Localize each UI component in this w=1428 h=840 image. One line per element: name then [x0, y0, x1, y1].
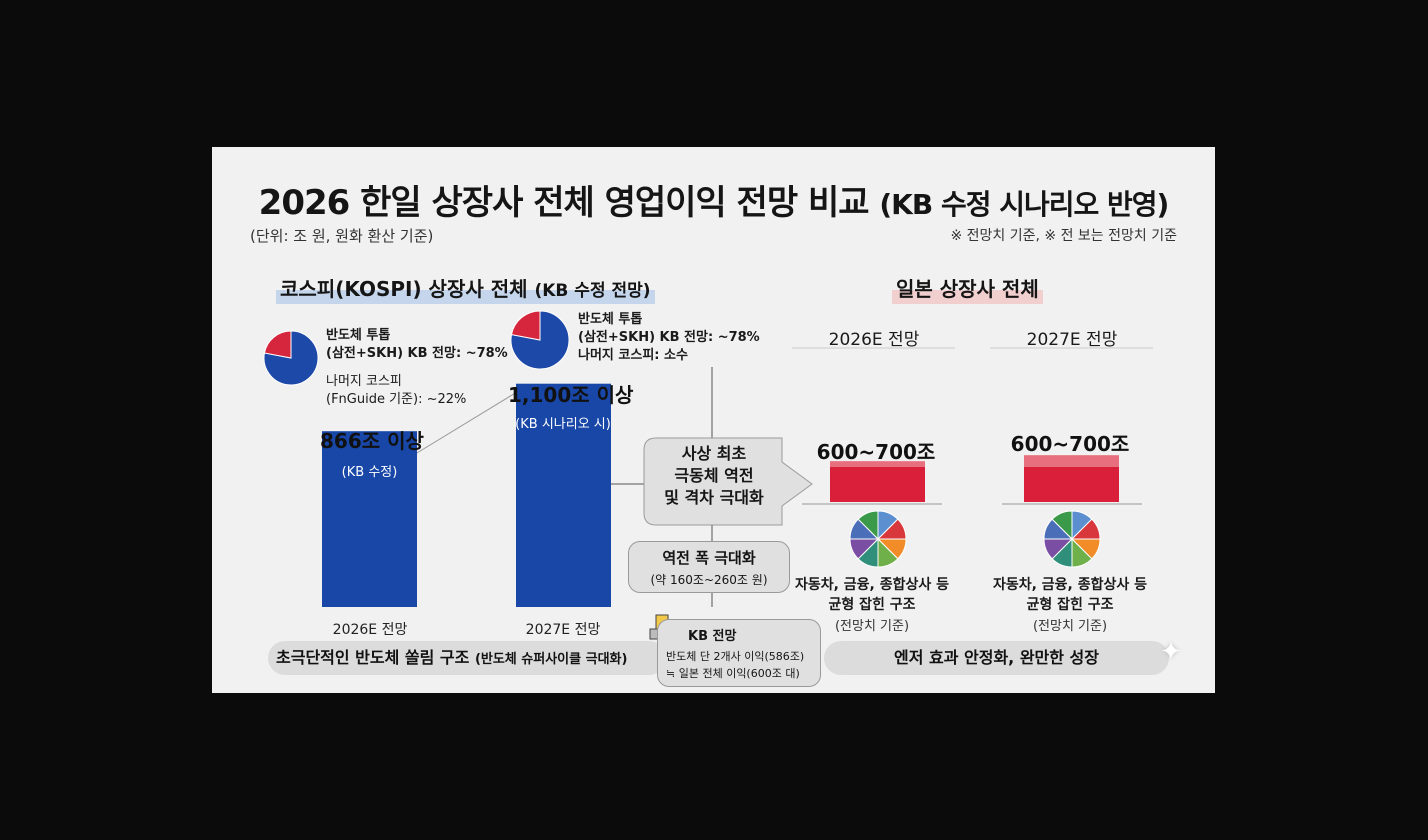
japan-pie1-sector-8 [857, 510, 879, 541]
kospi-section-title: 코스피(KOSPI) 상장사 전체 (KB 수정 전망) [276, 271, 655, 304]
japan-col2-sub: (전망치 기준) [1032, 619, 1108, 634]
bar1-inner-label: (KB 수정) [341, 465, 398, 480]
basis-note: ※ 전망치 기준, ※ 전 보는 전망치 기준 [950, 228, 1177, 244]
page-title: 2026 한일 상장사 전체 영업이익 전망 비교 (KB 수정 시나리오 반영… [212, 175, 1215, 224]
kospi-bar-2 [516, 383, 611, 607]
japan-col1-sub: (전망치 기준) [834, 619, 910, 634]
kb-line1: 반도체 단 2개사 이익(586조) [666, 650, 805, 663]
kospi-bar-1 [322, 431, 417, 607]
callout-line1: 사상 최초 [681, 444, 747, 463]
kb-bubble: KB 전망 반도체 단 2개사 이익(586조) ≒ 일본 전체 이익(600조… [657, 619, 821, 687]
pie1-slice-rest [263, 330, 292, 359]
pie1-line4: (FnGuide 기준): ~22% [326, 392, 467, 407]
callout-line2: 극동체 역전 [674, 466, 754, 485]
pie2-slice-semis [510, 310, 570, 370]
japan-section-title: 일본 상장사 전체 [892, 271, 1043, 304]
japan-col1-desc: 자동차, 금융, 종합상사 등 균형 잡힌 구조 (전망치 기준) [782, 575, 962, 634]
japan-col2-desc: 자동차, 금융, 종합상사 등 균형 잡힌 구조 (전망치 기준) [980, 575, 1160, 634]
pie2-line2: (삼전+SKH) KB 전망: ~78% [578, 330, 760, 345]
kb-line2: ≒ 일본 전체 이익(600조 대) [666, 667, 800, 680]
japan-col1-desc2: 균형 잡힌 구조 [828, 597, 916, 613]
bar2-x-label: 2027E 전망 [525, 622, 601, 638]
bar1-value-label: 866조 이상 [320, 429, 424, 453]
callout-line3: 및 격차 극대화 [664, 488, 764, 507]
title-suffix: (KB 수정 시나리오 반영) [879, 188, 1169, 221]
japan-pie2-sector-8 [1051, 510, 1073, 541]
callout-text: 사상 최초 극동체 역전 및 격차 극대화 [648, 443, 780, 509]
pie2-line3: 나머지 코스피: 소수 [578, 348, 688, 363]
footer-right-pill: 엔저 효과 안정화, 완만한 성장 [824, 641, 1169, 675]
pie1-line2: (삼전+SKH) KB 전망: ~78% [326, 346, 508, 361]
japan-col2-desc1: 자동차, 금융, 종합상사 등 [992, 577, 1148, 593]
callout-arrow-shape [643, 437, 813, 526]
kospi-section-title-suffix: (KB 수정 전망) [534, 281, 651, 301]
japan-col1-head: 2026E 전망 [828, 330, 920, 350]
footer-left-pill: 초극단적인 반도체 쏠림 구조 (반도체 슈퍼사이클 극대화) [268, 641, 666, 675]
growth-connector [411, 391, 518, 457]
japan-col2-value: 600~700조 [1010, 432, 1130, 456]
pie2-legend: 반도체 투톱 (삼전+SKH) KB 전망: ~78% 나머지 코스피: 소수 [578, 311, 760, 365]
japan-col1-desc1: 자동차, 금융, 종합상사 등 [794, 577, 950, 593]
gap-line1: 역전 폭 극대화 [662, 549, 756, 567]
bar1-x-label: 2026E 전망 [332, 622, 408, 638]
pie1-legend: 반도체 투톱 (삼전+SKH) KB 전망: ~78% 나머지 코스피 (FnG… [326, 327, 508, 409]
footer-left-sub: (반도체 슈퍼사이클 극대화) [474, 652, 628, 667]
pie2-slice-rest [510, 310, 541, 341]
japan-bar-upper-1 [830, 461, 925, 467]
bar2-value-label: 1,100조 이상 [508, 383, 634, 407]
bar2-inner-label: (KB 시나리오 시) [515, 417, 611, 432]
gap-bubble: 역전 폭 극대화 (약 160조~260조 원) [628, 541, 790, 593]
kospi-section-title-main: 코스피(KOSPI) 상장사 전체 [280, 277, 528, 301]
japan-bar-1 [830, 467, 925, 502]
infographic-card: 2026 한일 상장사 전체 영업이익 전망 비교 (KB 수정 시나리오 반영… [212, 147, 1215, 693]
sparkle-icon: ✦ [1160, 637, 1182, 667]
kb-title: KB 전망 [688, 629, 737, 644]
title-main: 2026 한일 상장사 전체 영업이익 전망 비교 [258, 183, 870, 223]
pie1-line3: 나머지 코스피 [326, 374, 402, 389]
japan-col1-value: 600~700조 [816, 440, 936, 464]
unit-note: (단위: 조 원, 원화 환산 기준) [250, 227, 434, 245]
japan-bar-upper-2 [1024, 455, 1119, 467]
japan-bar-2 [1024, 467, 1119, 502]
pie1-line1: 반도체 투톱 [326, 328, 391, 343]
japan-col2-head: 2027E 전망 [1026, 330, 1118, 350]
chart-svg [263, 310, 1153, 640]
gap-line2: (약 160조~260조 원) [650, 573, 768, 587]
pie2-line1: 반도체 투톱 [578, 312, 643, 327]
japan-col2-desc2: 균형 잡힌 구조 [1026, 597, 1114, 613]
footer-left-main: 초극단적인 반도체 쏠림 구조 [276, 648, 470, 667]
